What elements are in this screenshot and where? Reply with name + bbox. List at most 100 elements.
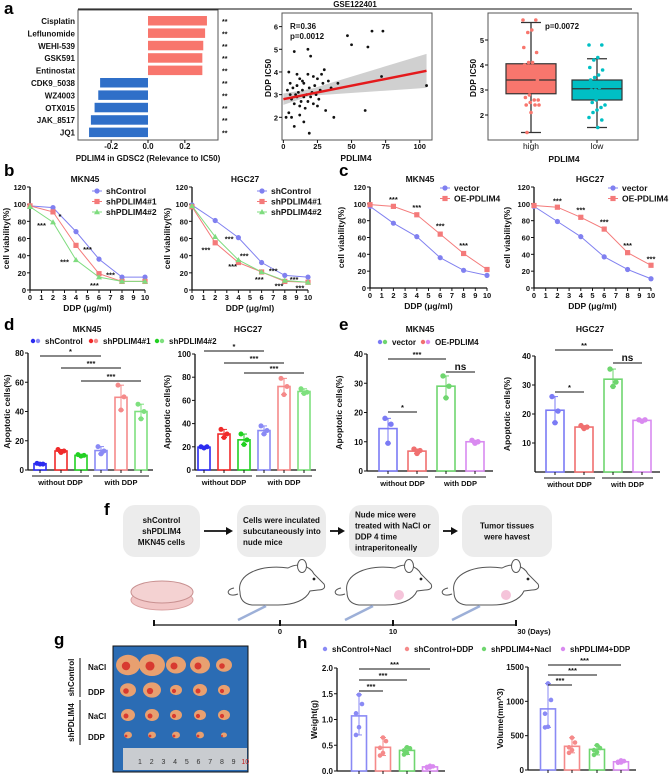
row-label: DDP bbox=[88, 733, 106, 742]
x-tick-label: 2 bbox=[51, 293, 55, 302]
marker-circle bbox=[610, 185, 616, 191]
bar bbox=[89, 127, 148, 138]
marker-triangle bbox=[50, 219, 56, 225]
data-point bbox=[306, 47, 310, 51]
data-point bbox=[594, 98, 598, 102]
data-point bbox=[101, 448, 107, 454]
marker-triangle bbox=[119, 278, 125, 284]
x-tick-label: 8 bbox=[120, 293, 124, 302]
ruler-label: 10 bbox=[241, 759, 249, 766]
marker-triangle bbox=[73, 256, 79, 263]
x-tick-label: 5 bbox=[248, 293, 252, 302]
data-point bbox=[602, 90, 606, 95]
significance-label: * bbox=[69, 347, 72, 356]
data-point bbox=[291, 86, 295, 90]
legend-label: shPDLIM4#2 bbox=[271, 207, 322, 217]
data-point bbox=[301, 88, 304, 92]
tumor-icon bbox=[218, 709, 230, 721]
significance-label: * bbox=[401, 403, 404, 412]
ruler-label: 3 bbox=[161, 759, 165, 766]
marker-square bbox=[367, 202, 373, 208]
tumor-icon bbox=[219, 713, 225, 719]
data-point bbox=[528, 100, 532, 105]
data-point bbox=[141, 409, 147, 414]
ruler-label: 8 bbox=[220, 759, 224, 766]
y-tick-label: 30 bbox=[354, 379, 363, 388]
marker-circle bbox=[96, 256, 102, 262]
data-point bbox=[290, 115, 293, 119]
panel-label-f: f bbox=[104, 500, 110, 519]
y-tick-label: 100 bbox=[517, 200, 530, 209]
mouse-tail bbox=[334, 587, 346, 596]
y-tick-label: 1.5 bbox=[322, 690, 334, 699]
significance-label: *** bbox=[389, 195, 398, 204]
bar bbox=[197, 446, 211, 471]
data-point bbox=[288, 93, 292, 97]
marker-circle bbox=[142, 274, 148, 280]
legend-label: OE-PDLIM4 bbox=[435, 338, 479, 347]
legend-marker bbox=[30, 338, 36, 344]
x-tick-label: 9 bbox=[637, 291, 641, 300]
data-point bbox=[552, 420, 558, 426]
workflow-step-text: subcutaneously into bbox=[243, 527, 321, 536]
y-axis-label: cell viability(%) bbox=[1, 208, 11, 270]
significance-label: *** bbox=[459, 241, 468, 250]
significance-label: *** bbox=[568, 666, 577, 675]
y-tick-label: 2 bbox=[480, 111, 484, 120]
data-point bbox=[600, 68, 605, 72]
marker-circle bbox=[50, 205, 56, 211]
tumor-icon bbox=[195, 688, 201, 694]
group-label: without DDP bbox=[37, 478, 83, 487]
significance-label: *** bbox=[295, 283, 304, 292]
y-tick-label: 20 bbox=[358, 267, 366, 276]
y-axis-label: Volume(mm^3) bbox=[495, 688, 505, 749]
mouse-body bbox=[239, 564, 326, 606]
data-point bbox=[555, 408, 561, 414]
bar bbox=[148, 65, 203, 76]
ruler-label: 4 bbox=[173, 759, 177, 766]
y-tick-label: 100 bbox=[175, 200, 188, 209]
marker-square bbox=[259, 198, 265, 205]
legend-label: shControl+DDP bbox=[414, 645, 474, 654]
x-tick-label: 4 bbox=[236, 293, 241, 302]
group-label: shControl bbox=[67, 659, 76, 697]
data-point bbox=[198, 444, 204, 450]
chart-title: HGC27 bbox=[576, 324, 605, 334]
data-point bbox=[61, 448, 67, 454]
petri-dish-icon bbox=[130, 580, 194, 604]
x-tick-label: 6 bbox=[97, 293, 101, 302]
data-point bbox=[599, 105, 603, 110]
data-point bbox=[613, 379, 619, 385]
data-point bbox=[278, 375, 284, 381]
tumor-icon bbox=[148, 734, 152, 738]
legend-marker bbox=[377, 339, 383, 345]
data-point bbox=[597, 745, 603, 751]
category-label: JQ1 bbox=[60, 129, 76, 138]
mouse-tail bbox=[441, 587, 453, 596]
data-point bbox=[417, 447, 423, 454]
data-point bbox=[221, 435, 227, 441]
marker-circle bbox=[414, 234, 420, 240]
data-point bbox=[326, 79, 330, 83]
legend-label: shPDLIM4#1 bbox=[106, 197, 157, 207]
y-tick-label: 80 bbox=[182, 373, 191, 382]
marker-circle bbox=[648, 276, 654, 282]
y-tick-label: 60 bbox=[180, 235, 188, 244]
significance-label: ** bbox=[222, 19, 228, 26]
y-tick-label: 120 bbox=[517, 183, 530, 192]
data-point bbox=[536, 98, 540, 102]
chart-title: HGC27 bbox=[234, 324, 263, 334]
y-tick-label: 10 bbox=[522, 439, 531, 448]
workflow-step-text: shPDLIM4 bbox=[142, 527, 181, 536]
y-tick-label: 40 bbox=[18, 252, 26, 261]
tumor-icon bbox=[196, 734, 200, 738]
mouse-ear bbox=[404, 559, 414, 573]
chart-title: MKN45 bbox=[71, 174, 100, 184]
y-tick-label: 1.0 bbox=[322, 716, 334, 725]
y-tick-label: 100 bbox=[13, 200, 26, 209]
y-tick-label: 0.5 bbox=[322, 741, 334, 750]
chart-title: MKN45 bbox=[406, 174, 435, 184]
marker-circle bbox=[442, 185, 448, 191]
marker-triangle bbox=[281, 277, 288, 283]
workflow-step-text: treated with NaCl or bbox=[355, 522, 431, 531]
